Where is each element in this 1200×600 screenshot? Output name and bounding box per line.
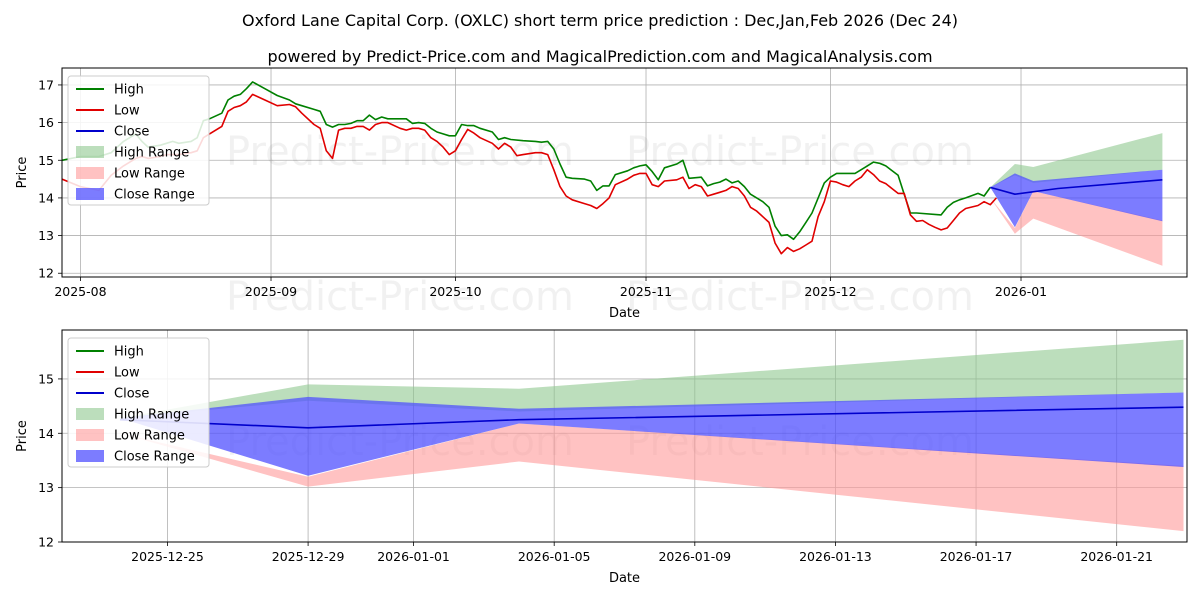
x-tick-label: 2025-09	[245, 284, 297, 299]
legend-label: Close	[114, 387, 149, 402]
y-tick-label: 12	[38, 535, 54, 550]
series-close-line	[119, 406, 1184, 429]
legend-swatch-close-range	[76, 188, 104, 200]
legend-label: High	[114, 345, 144, 360]
series-high-line	[61, 81, 991, 241]
legend-label: Close	[114, 125, 149, 140]
y-tick-label: 15	[38, 153, 54, 168]
x-tick-label: 2026-01-13	[799, 549, 872, 564]
x-tick-label: 2025-11	[620, 284, 672, 299]
y-tick-label: 12	[38, 266, 54, 281]
axes-frame	[61, 67, 1188, 278]
band-low-range	[120, 423, 1184, 532]
x-tick-label: 2025-12-29	[272, 549, 345, 564]
watermark: Predict-Price.com	[626, 274, 974, 320]
x-axis-label: Date	[609, 571, 640, 586]
y-tick-label: 17	[38, 77, 54, 92]
y-tick-label: 14	[38, 190, 54, 205]
x-tick-label: 2025-10	[429, 284, 481, 299]
x-tick-label: 2026-01-09	[658, 549, 731, 564]
chart-subtitle: powered by Predict-Price.com and Magical…	[267, 47, 932, 66]
series-low-line	[61, 93, 997, 255]
legend-label: Low	[114, 366, 140, 381]
series-close-line	[990, 179, 1163, 195]
y-tick-label: 16	[38, 115, 54, 130]
x-tick-label: 2026-01-17	[940, 549, 1013, 564]
plot-top: 2025-08 2025-09 2025-10 2025-11 2025-12 2026-…	[15, 67, 1188, 321]
legend-swatch-close-range	[76, 450, 104, 462]
legend-swatch-low-range	[76, 167, 104, 179]
legend-label: Low Range	[114, 167, 185, 182]
chart-title: Oxford Lane Capital Corp. (OXLC) short t…	[242, 11, 958, 30]
legend-swatch-high-range	[76, 146, 104, 158]
x-tick-label: 2026-01-05	[518, 549, 591, 564]
x-tick-label: 2026-01	[995, 284, 1047, 299]
x-tick-label: 2025-12-25	[131, 549, 204, 564]
legend-label: High	[114, 83, 144, 98]
legend-swatch-low-range	[76, 429, 104, 441]
legend-swatch-high-range	[76, 408, 104, 420]
legend-label: High Range	[114, 408, 189, 423]
y-tick-label: 13	[38, 480, 54, 495]
y-axis-label: Price	[15, 420, 30, 452]
y-tick-label: 15	[38, 371, 54, 386]
watermark: Predict-Price.com	[626, 129, 974, 175]
band-low-range	[990, 191, 1163, 266]
y-axis-label: Price	[15, 157, 30, 189]
band-close-range	[120, 392, 1184, 476]
x-tick-label: 2026-01-01	[377, 549, 450, 564]
legend-label: Close Range	[114, 188, 195, 203]
legend-label: Low	[114, 104, 140, 119]
x-tick-label: 2026-01-21	[1080, 549, 1153, 564]
watermark: Predict-Price.com	[226, 129, 574, 175]
legend-label: Close Range	[114, 450, 195, 465]
legend-label: High Range	[114, 146, 189, 161]
y-tick-label: 14	[38, 426, 54, 441]
x-axis-label: Date	[609, 306, 640, 321]
axes-frame	[61, 329, 1188, 543]
x-tick-label: 2025-12	[804, 284, 856, 299]
y-tick-label: 13	[38, 228, 54, 243]
plot-bottom: 2025-12-25 2025-12-29 2026-01-01 2026-01-05…	[15, 329, 1188, 586]
band-high-range	[120, 339, 1184, 419]
x-tick-label: 2025-08	[54, 284, 106, 299]
watermark: Predict-Price.com	[226, 274, 574, 320]
legend-label: Low Range	[114, 429, 185, 444]
